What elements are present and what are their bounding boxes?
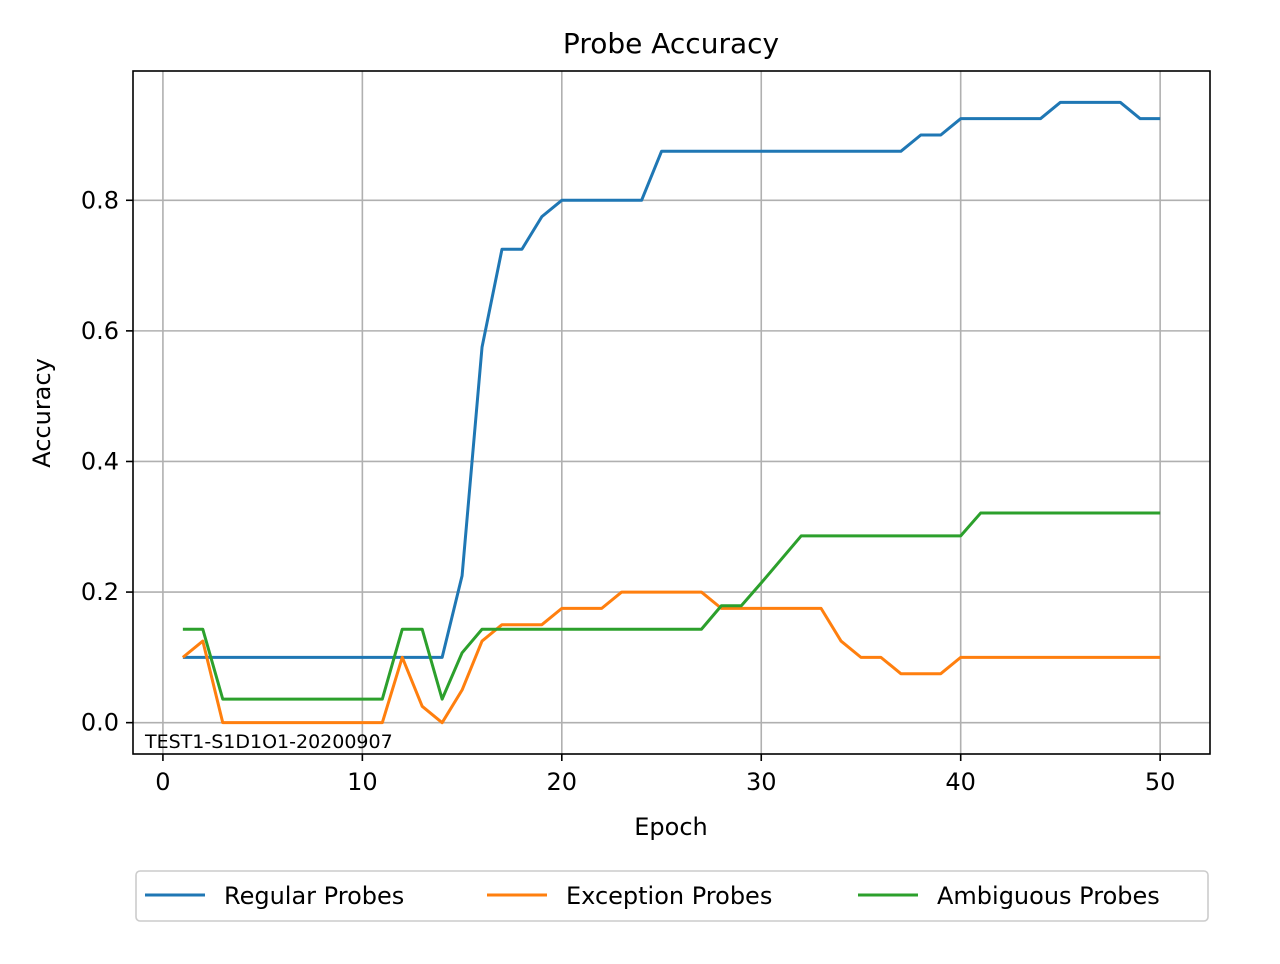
- y-axis-ticks: 0.0 0.2 0.4 0.6 0.8: [81, 186, 133, 737]
- series-line-regular-probes: [182, 100, 1161, 659]
- series-line-exception-probes: [181, 590, 1161, 725]
- series-lines: [181, 100, 1161, 725]
- x-axis-label: Epoch: [634, 813, 708, 841]
- x-tick-label: 40: [945, 768, 976, 796]
- y-tick-label: 0.2: [81, 578, 119, 606]
- y-tick-label: 0.4: [81, 447, 119, 475]
- x-tick-label: 10: [347, 768, 378, 796]
- x-axis-ticks: 0 10 20 30 40 50: [155, 754, 1175, 796]
- y-tick-label: 0.0: [81, 709, 119, 737]
- legend-label-ambiguous-probes: Ambiguous Probes: [937, 882, 1160, 910]
- legend-entries: Regular Probes Exception Probes Ambiguous …: [145, 882, 1160, 910]
- legend-label-exception-probes: Exception Probes: [566, 882, 772, 910]
- run-id-annotation: TEST1-S1D1O1-20200907: [144, 731, 393, 753]
- x-tick-label: 20: [547, 768, 578, 796]
- y-axis-label: Accuracy: [28, 358, 56, 468]
- x-tick-label: 0: [155, 768, 170, 796]
- x-tick-label: 30: [746, 768, 777, 796]
- y-tick-label: 0.8: [81, 186, 119, 214]
- grid: [133, 71, 1210, 754]
- legend-frame: [135, 870, 1209, 922]
- legend-label-regular-probes: Regular Probes: [224, 882, 404, 910]
- y-tick-label: 0.6: [81, 317, 119, 345]
- plot-frame: [132, 70, 1211, 755]
- series-line-ambiguous-probes: [182, 511, 1161, 701]
- chart-title: Probe Accuracy: [563, 27, 779, 60]
- legend: Regular Probes Exception Probes Ambiguous …: [135, 870, 1209, 922]
- x-tick-label: 50: [1145, 768, 1176, 796]
